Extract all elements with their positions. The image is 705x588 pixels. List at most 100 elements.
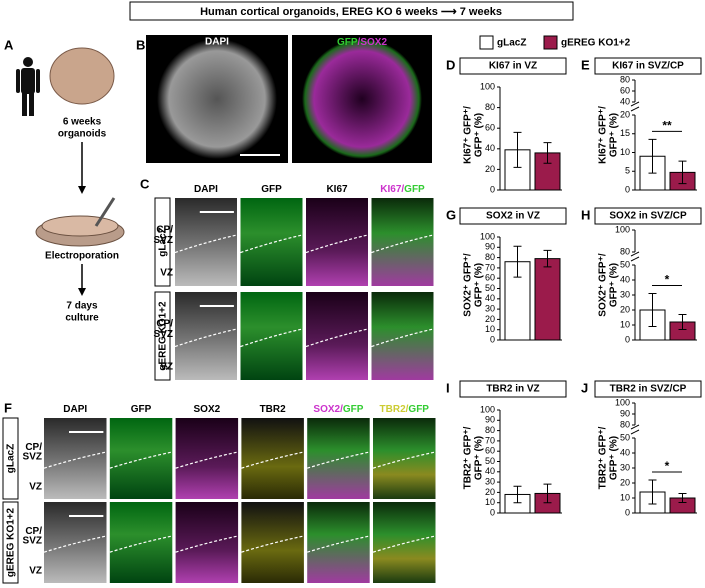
- error-bar: [678, 160, 687, 185]
- y-tick-label: 60: [620, 85, 630, 95]
- y-tick-label: 10: [620, 147, 630, 157]
- chart-title-box: [594, 207, 702, 225]
- micrograph: [175, 418, 239, 499]
- micrograph: [157, 39, 277, 159]
- error-bar: [513, 245, 522, 278]
- zone-boundary: [371, 234, 434, 254]
- zone-boundary: [174, 328, 238, 348]
- column-header: GFP: [261, 184, 282, 195]
- zone-label: CP/: [156, 224, 173, 235]
- error-bar: [648, 293, 657, 327]
- column-header-part: SOX2: [194, 404, 221, 415]
- error-bar: [678, 493, 687, 503]
- chart-title-box: [459, 380, 567, 398]
- y-tick-label: 100: [615, 397, 630, 407]
- y-tick-label: 0: [490, 334, 495, 344]
- column-header: KI67: [326, 184, 348, 195]
- header-box: [129, 1, 574, 21]
- column-header-part: DAPI: [63, 404, 87, 415]
- chart-title: KI67 in SVZ/CP: [612, 61, 684, 72]
- chart-title-box: [459, 57, 567, 75]
- column-header: SOX2/GFP: [313, 404, 363, 415]
- row-label: gEREG KO1+2: [6, 507, 17, 577]
- culture-label: 7 days: [66, 301, 98, 312]
- y-tick-label: 30: [620, 462, 630, 472]
- y-axis-label: SOX2⁺ GFP⁺/: [598, 253, 609, 317]
- y-tick-label: 15: [620, 128, 630, 138]
- row-label-box: [2, 501, 19, 584]
- zone-boundary: [372, 451, 436, 469]
- y-tick-label: 100: [480, 404, 495, 414]
- organoid-icon: [49, 47, 115, 105]
- y-tick-label: 0: [625, 507, 630, 517]
- column-header-part: KI67/: [380, 184, 404, 195]
- micrograph: [240, 198, 303, 286]
- column-header: DAPI: [63, 404, 87, 415]
- row-label: gLacZ: [6, 444, 17, 473]
- channel-label: DAPI: [205, 37, 229, 48]
- y-tick-label: 50: [620, 259, 630, 269]
- culture-label: culture: [65, 313, 99, 324]
- y-tick-label: 20: [620, 304, 630, 314]
- y-tick-label: 10: [620, 492, 630, 502]
- arrow-head: [78, 288, 86, 296]
- micrograph: [373, 418, 436, 499]
- y-tick-label: 0: [490, 184, 495, 194]
- y-tick-label: 100: [480, 231, 495, 241]
- row-label: gLacZ: [158, 227, 169, 256]
- electrode-icon: [94, 197, 116, 227]
- error-bar: [543, 249, 552, 268]
- micrograph: [306, 292, 368, 380]
- zone-boundary: [109, 535, 173, 553]
- y-tick-label: 30: [485, 303, 495, 313]
- y-tick-label: 80: [485, 252, 495, 262]
- row-label-box: [154, 291, 171, 381]
- y-tick-label: 30: [485, 476, 495, 486]
- y-tick-label: 70: [485, 262, 495, 272]
- y-tick-label: 40: [620, 447, 630, 457]
- zone-boundary: [175, 451, 239, 469]
- y-tick-label: 80: [620, 74, 630, 84]
- y-tick-label: 5: [625, 166, 630, 176]
- chart-title: KI67 in VZ: [489, 61, 537, 72]
- column-header-part: TBR2: [260, 404, 287, 415]
- y-tick-label: 20: [620, 477, 630, 487]
- column-header-part: GFP: [408, 404, 429, 415]
- error-bar: [513, 131, 522, 168]
- micrograph: [307, 502, 370, 583]
- organoid-label: 6 weeks: [63, 117, 102, 128]
- error-bar: [648, 138, 657, 174]
- zone-boundary: [241, 451, 305, 469]
- y-axis-label: GFP⁺ (%): [609, 436, 620, 480]
- y-tick-label: 80: [485, 102, 495, 112]
- micrograph: [371, 292, 434, 380]
- error-bar: [543, 483, 552, 504]
- significance-label: *: [665, 273, 670, 287]
- micrograph: [373, 502, 436, 583]
- zone-label: CP/: [25, 526, 42, 537]
- axis-break: [630, 424, 640, 435]
- error-bar: [678, 314, 687, 330]
- y-axis-label: GFP⁺ (%): [474, 436, 485, 480]
- axis-break: [630, 251, 640, 262]
- panel-letter: H: [581, 207, 590, 222]
- chart-title: SOX2 in VZ: [486, 211, 540, 222]
- micrograph: [302, 39, 422, 159]
- y-axis-label: GFP⁺ (%): [474, 263, 485, 307]
- legend-swatch: [479, 35, 494, 50]
- y-tick-label: 90: [620, 408, 630, 418]
- y-tick-label: 20: [485, 314, 495, 324]
- zone-boundary: [372, 535, 436, 553]
- zone-label: VZ: [160, 361, 173, 372]
- arrow-head: [78, 186, 86, 194]
- y-tick-label: 20: [485, 164, 495, 174]
- micrograph: [240, 292, 303, 380]
- organoid-label: organoids: [58, 129, 107, 140]
- zone-boundary: [307, 535, 370, 553]
- micrograph: [44, 418, 107, 499]
- column-header-part: GFP: [404, 184, 425, 195]
- micrograph: [175, 502, 239, 583]
- column-header-part: GFP: [261, 184, 282, 195]
- y-tick-label: 90: [485, 242, 495, 252]
- y-tick-label: 80: [485, 425, 495, 435]
